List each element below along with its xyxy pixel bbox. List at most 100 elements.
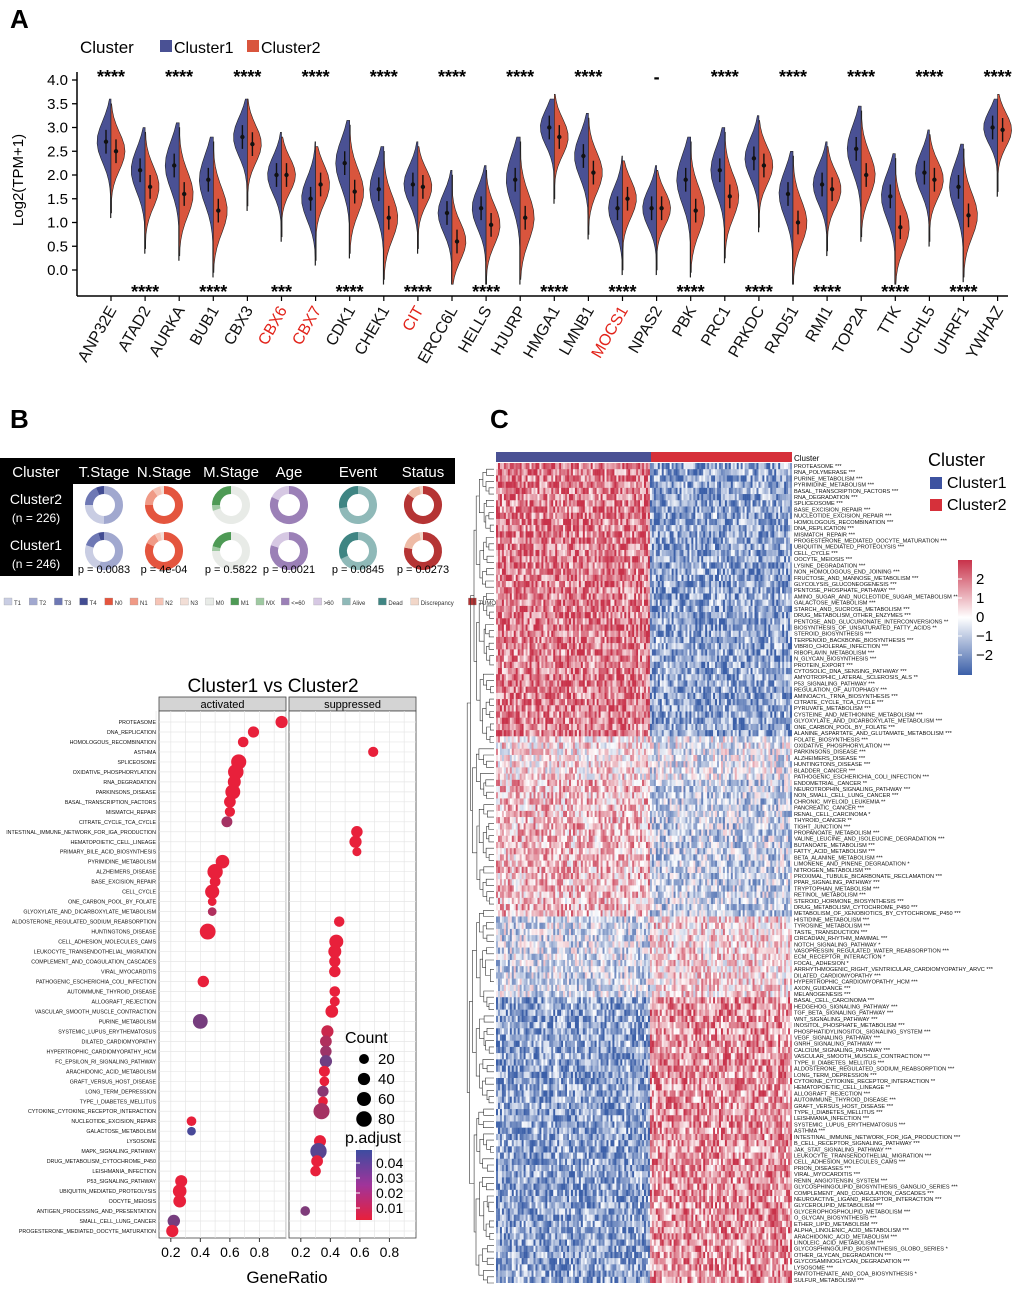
heatmap-cell: [634, 587, 636, 593]
heatmap-cell: [618, 581, 620, 587]
heatmap-cell: [664, 506, 666, 512]
heatmap-cell: [535, 600, 537, 606]
heatmap-cell: [729, 625, 731, 631]
heatmap-cell: [496, 500, 498, 506]
heatmap-cell: [758, 581, 760, 587]
heatmap-cell: [721, 544, 723, 550]
heatmap-cell: [719, 606, 721, 612]
heatmap-cell: [778, 631, 780, 637]
violin-median-point: [796, 220, 800, 224]
heatmap-cell: [756, 562, 758, 568]
heatmap-cell: [518, 556, 520, 562]
heatmap-cell: [628, 463, 630, 469]
heatmap-cell: [658, 531, 660, 537]
heatmap-cell: [571, 631, 573, 637]
heatmap-cell: [537, 587, 539, 593]
heatmap-cell: [719, 600, 721, 606]
heatmap-cell: [713, 494, 715, 500]
heatmap-cell: [500, 544, 502, 550]
heatmap-cell: [733, 606, 735, 612]
heatmap-cell: [498, 637, 500, 643]
table-header-cell: Cluster: [12, 464, 60, 481]
violin-median-point: [820, 182, 824, 186]
heatmap-cell: [605, 600, 607, 606]
heatmap-cell: [504, 475, 506, 481]
heatmap-cell: [526, 575, 528, 581]
significance-top: ****: [984, 67, 1012, 87]
heatmap-cell: [614, 519, 616, 525]
heatmap-cell: [644, 600, 646, 606]
heatmap-cell: [697, 500, 699, 506]
heatmap-cell: [622, 600, 624, 606]
heatmap-cell: [717, 637, 719, 643]
heatmap-cell: [705, 550, 707, 556]
heatmap-cell: [618, 463, 620, 469]
heatmap-cell: [786, 606, 788, 612]
heatmap-cell: [758, 631, 760, 637]
heatmap-cell: [685, 531, 687, 537]
heatmap-cell: [758, 513, 760, 519]
heatmap-cell: [599, 482, 601, 488]
heatmap-cell: [593, 612, 595, 618]
dendrogram-branch: [480, 959, 484, 996]
heatmap-cell: [577, 494, 579, 500]
heatmap-cell: [532, 625, 534, 631]
heatmap-cell: [695, 556, 697, 562]
heatmap-cell: [638, 513, 640, 519]
heatmap-cell: [522, 500, 524, 506]
heatmap-cell: [719, 612, 721, 618]
heatmap-cell: [717, 569, 719, 575]
heatmap-cell: [743, 525, 745, 531]
heatmap-cell: [577, 488, 579, 494]
heatmap-cell: [567, 562, 569, 568]
heatmap-cell: [638, 525, 640, 531]
heatmap-cell: [539, 488, 541, 494]
heatmap-cell: [715, 513, 717, 519]
heatmap-cell: [500, 525, 502, 531]
heatmap-cell: [601, 575, 603, 581]
heatmap-cell: [539, 513, 541, 519]
heatmap-cell: [699, 556, 701, 562]
heatmap-cell: [731, 587, 733, 593]
heatmap-cell: [790, 625, 792, 631]
heatmap-cell: [557, 612, 559, 618]
heatmap-cell: [539, 593, 541, 599]
heatmap-cell: [565, 631, 567, 637]
heatmap-cell: [772, 538, 774, 544]
heatmap-cell: [506, 593, 508, 599]
heatmap-cell: [654, 469, 656, 475]
heatmap-cell: [612, 606, 614, 612]
heatmap-cell: [638, 631, 640, 637]
heatmap-cell: [642, 538, 644, 544]
heatmap-cell: [559, 513, 561, 519]
heatmap-cell: [522, 488, 524, 494]
heatmap-cell: [670, 519, 672, 525]
heatmap-cell: [662, 482, 664, 488]
heatmap-cell: [705, 581, 707, 587]
heatmap-cell: [662, 469, 664, 475]
heatmap-cell: [597, 469, 599, 475]
heatmap-cell: [537, 618, 539, 624]
heatmap-cell: [626, 513, 628, 519]
heatmap-cell: [680, 544, 682, 550]
heatmap-cell: [739, 525, 741, 531]
violin-half-cluster2: [179, 128, 193, 256]
heatmap-cell: [790, 475, 792, 481]
heatmap-cell: [597, 482, 599, 488]
heatmap-cell: [506, 538, 508, 544]
heatmap-cell: [654, 482, 656, 488]
heatmap-cell: [774, 575, 776, 581]
heatmap-cell: [601, 569, 603, 575]
heatmap-cell: [610, 600, 612, 606]
heatmap-cell: [772, 488, 774, 494]
heatmap-cell: [587, 587, 589, 593]
heatmap-cell: [646, 575, 648, 581]
heatmap-cell: [640, 519, 642, 525]
heatmap-cell: [553, 631, 555, 637]
heatmap-cell: [747, 643, 749, 649]
heatmap-cell: [749, 513, 751, 519]
heatmap-cell: [749, 531, 751, 537]
heatmap-cell: [711, 463, 713, 469]
heatmap-cell: [654, 544, 656, 550]
heatmap-cell: [601, 531, 603, 537]
